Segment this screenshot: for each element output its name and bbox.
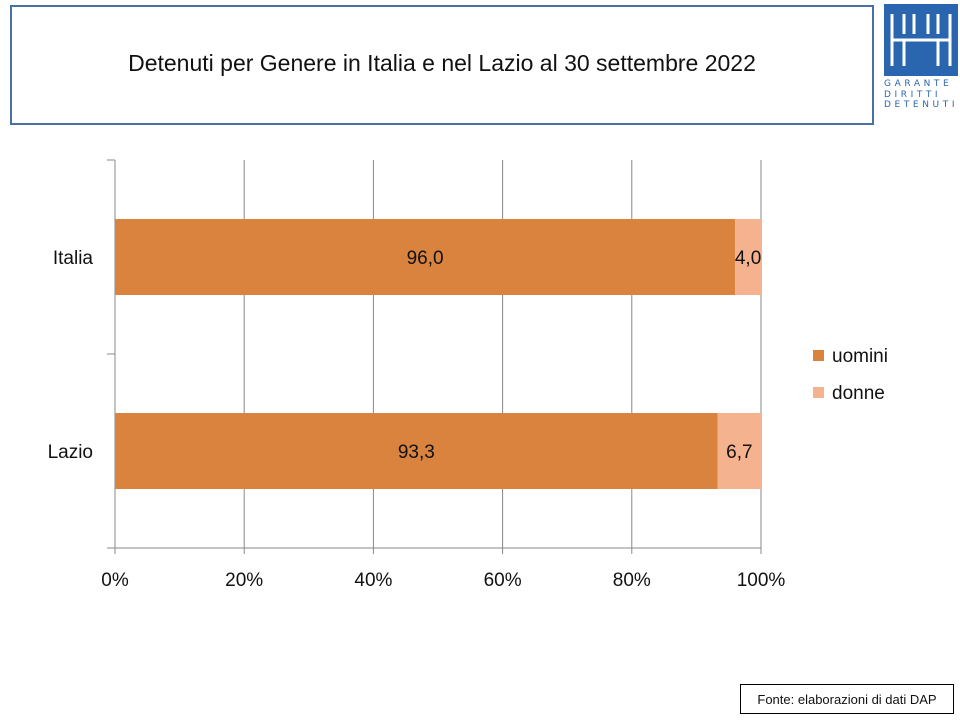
data-label: 6,7 (726, 442, 752, 463)
chart-title: Detenuti per Genere in Italia e nel Lazi… (128, 49, 756, 76)
x-tick-label: 80% (613, 570, 651, 591)
logo-line-1: GARANTE (884, 79, 953, 89)
category-label: Lazio (48, 442, 93, 463)
x-tick-label: 60% (484, 570, 522, 591)
category-label: Italia (53, 248, 94, 269)
data-label: 96,0 (407, 248, 444, 269)
legend-label-uomini: uomini (832, 346, 888, 367)
legend-label-donne: donne (832, 383, 885, 404)
logo-text: GARANTE DIRITTI DETENUTI (884, 79, 960, 111)
data-label: 4,0 (735, 248, 761, 269)
data-label: 93,3 (398, 442, 435, 463)
bar-donne-italia (735, 219, 761, 295)
x-tick-label: 0% (101, 570, 129, 591)
logo-line-3: DETENUTI (884, 100, 959, 110)
stacked-bar-chart: 96,0 4,0 Italia 93,3 6,7 Lazio 0% 20% 40% 60% 80% 1… (48, 159, 888, 591)
x-tick-label: 40% (354, 570, 392, 591)
bar-uomini-italia (115, 219, 736, 295)
logo-emblem (884, 4, 958, 76)
bar-donne-lazio (717, 413, 761, 489)
logo-line-2: DIRITTI (884, 89, 942, 100)
chart-title-box: Detenuti per Genere in Italia e nel Lazi… (10, 5, 874, 125)
source-note: Fonte: elaborazioni di dati DAP (740, 684, 954, 714)
legend-swatch-uomini (813, 350, 824, 361)
legend-swatch-donne (813, 387, 824, 398)
x-tick-label: 100% (737, 570, 786, 591)
garante-logo: GARANTE DIRITTI DETENUTI (884, 4, 960, 110)
x-tick-label: 20% (225, 570, 263, 591)
bar-uomini-lazio (115, 413, 718, 489)
